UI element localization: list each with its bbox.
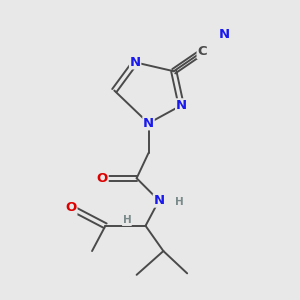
Text: O: O [97, 172, 108, 185]
Text: H: H [122, 215, 131, 225]
Text: N: N [176, 99, 187, 112]
Text: C: C [197, 45, 207, 58]
Text: N: N [153, 194, 164, 207]
Text: N: N [143, 117, 154, 130]
Text: H: H [175, 197, 184, 207]
Text: O: O [66, 202, 77, 214]
Text: N: N [219, 28, 230, 40]
Text: N: N [130, 56, 141, 69]
